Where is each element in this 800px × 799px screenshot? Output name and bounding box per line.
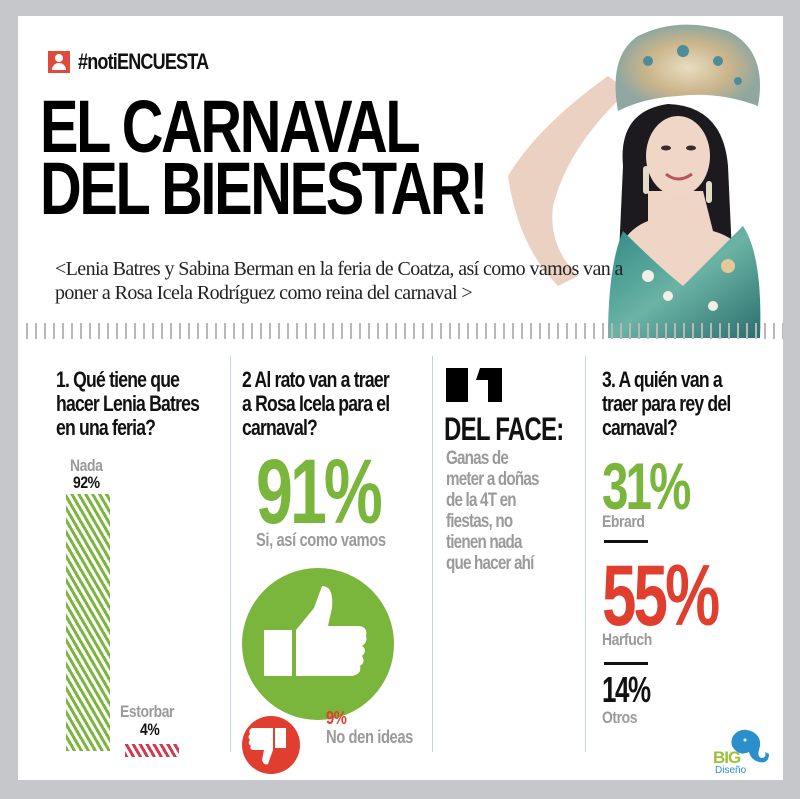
harfuch-percentage: 55% (602, 548, 720, 644)
face-comment-line: meter a doñas (446, 469, 539, 490)
subtitle: <Lenia Batres y Sabina Berman en la feri… (55, 258, 623, 304)
hashtag-header: #notiENCUESTA (48, 49, 237, 75)
yes-percentage: 91% (256, 441, 383, 543)
harfuch-label: Harfuch (602, 630, 652, 649)
question-2-line: a Rosa Icela para el (242, 391, 390, 416)
question-1-line: hacer Lenia Batres (56, 391, 200, 416)
no-percentage: 9% (326, 708, 347, 728)
section-separator (26, 323, 783, 339)
option-estorbar-label: Estorbar (120, 702, 175, 721)
question-3-line: carnaval? (602, 415, 678, 440)
logo-sub-text: Diseño (715, 765, 747, 776)
yes-label: Si, así como vamos (256, 530, 386, 550)
otros-percentage: 14% (602, 669, 651, 710)
no-label: No den ideas (326, 727, 413, 747)
question-3-line: traer para rey del (602, 391, 731, 416)
question-3-line: 3. A quién van a (602, 367, 723, 392)
bar-estorbar (125, 744, 179, 757)
bar-nada (66, 494, 110, 751)
thumbs-down-icon (242, 716, 300, 774)
title-line-1: EL CARNAVAL (40, 85, 421, 168)
thumbs-up-icon (242, 568, 394, 720)
elephant-icon (731, 729, 769, 763)
carnival-queen-photo (508, 24, 761, 338)
question-1-line: en una feria? (56, 415, 156, 440)
option-nada-value: 92% (73, 473, 100, 492)
option-nada-label: Nada (70, 456, 103, 475)
face-comment-line: de la 4T en (446, 490, 517, 511)
user-icon (48, 51, 70, 73)
face-comment: Ganas de meter a doñas de la 4T en fiest… (446, 448, 539, 574)
quote-icon (446, 368, 502, 402)
rule-divider (604, 662, 648, 665)
big-diseno-logo: BIG Diseño (711, 728, 771, 780)
question-3: 3. A quién van a traer para rey del carn… (602, 367, 731, 440)
otros-label: Otros (602, 708, 638, 727)
option-estorbar-value: 4% (140, 720, 160, 739)
face-comment-line: tienen nada (446, 532, 522, 553)
logo-big-text: BIG (713, 748, 741, 767)
question-1: 1. Qué tiene que hacer Lenia Batres en u… (56, 367, 200, 440)
rule-divider (604, 540, 648, 543)
face-comment-line: que hacer ahí (446, 553, 534, 574)
ebrard-label: Ebrard (602, 512, 645, 531)
infographic-card: #notiENCUESTA EL CARNAVAL DEL BIENESTAR! (18, 16, 783, 780)
title-line-2: DEL BIENESTAR! (40, 147, 488, 230)
hashtag-text: #notiENCUESTA (78, 49, 209, 74)
ebrard-percentage: 31% (602, 449, 691, 523)
face-comment-line: fiestas, no (446, 511, 513, 532)
question-2-line: 2 Al rato van a traer (242, 367, 390, 392)
face-comment-line: Ganas de (446, 448, 509, 469)
column-divider (432, 356, 433, 752)
question-1-line: 1. Qué tiene que (56, 367, 180, 392)
face-heading: DEL FACE: (444, 411, 564, 447)
column-divider (585, 356, 586, 752)
page-title: EL CARNAVAL DEL BIENESTAR! (40, 85, 488, 230)
question-2: 2 Al rato van a traer a Rosa Icela para … (242, 367, 390, 440)
question-2-line: carnaval? (242, 415, 318, 440)
column-divider (230, 356, 231, 752)
